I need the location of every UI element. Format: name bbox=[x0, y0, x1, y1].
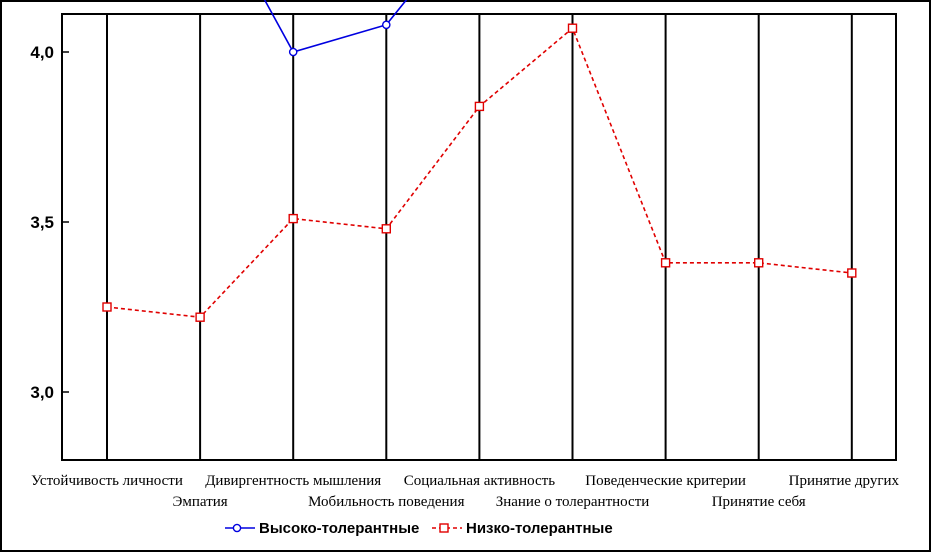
x-tick-label: Поведенческие критерии bbox=[585, 473, 746, 489]
legend: Высоко-толерантные Низко-толерантные bbox=[225, 520, 613, 537]
x-tick-label: Дивиргентность мышления bbox=[205, 473, 381, 489]
data-point bbox=[660, 258, 671, 268]
data-point bbox=[474, 101, 485, 112]
data-point bbox=[567, 23, 578, 33]
data-point bbox=[754, 258, 764, 268]
legend-marker bbox=[439, 523, 449, 533]
legend-item: Высоко-толерантные bbox=[225, 520, 419, 537]
x-tick-label: Мобильность поведения bbox=[308, 494, 464, 510]
vertical-gridlines bbox=[106, 14, 853, 460]
y-axis: 3,03,54,04,55,0 bbox=[30, 43, 69, 402]
data-point bbox=[102, 302, 112, 312]
y-tick-label: 4,0 bbox=[30, 43, 54, 62]
x-tick-label: Социальная активность bbox=[404, 473, 556, 489]
data-point bbox=[381, 20, 391, 30]
x-tick-label: Принятие себя bbox=[712, 494, 806, 510]
y-tick-label: 3,0 bbox=[30, 383, 54, 402]
data-point bbox=[288, 213, 298, 224]
y-tick-label: 3,5 bbox=[30, 213, 54, 232]
series-2 bbox=[102, 23, 857, 322]
legend-label: Высоко-толерантные bbox=[259, 520, 419, 537]
legend-item: Низко-толерантные bbox=[432, 520, 613, 537]
series-group bbox=[102, 0, 857, 322]
data-point bbox=[195, 312, 205, 322]
x-axis-labels: Устойчивость личности Эмпатия Дивиргентнос… bbox=[31, 473, 899, 510]
x-tick-label: Эмпатия bbox=[173, 494, 228, 510]
series-1 bbox=[263, 0, 408, 57]
x-tick-label: Устойчивость личности bbox=[31, 473, 183, 489]
legend-label: Низко-толерантные bbox=[466, 520, 613, 537]
x-tick-label: Знание о толерантности bbox=[496, 494, 650, 510]
data-point bbox=[381, 224, 391, 234]
data-point bbox=[847, 268, 857, 278]
legend-marker bbox=[232, 523, 242, 533]
data-point bbox=[288, 47, 298, 57]
x-tick-label: Принятие других bbox=[789, 473, 900, 489]
